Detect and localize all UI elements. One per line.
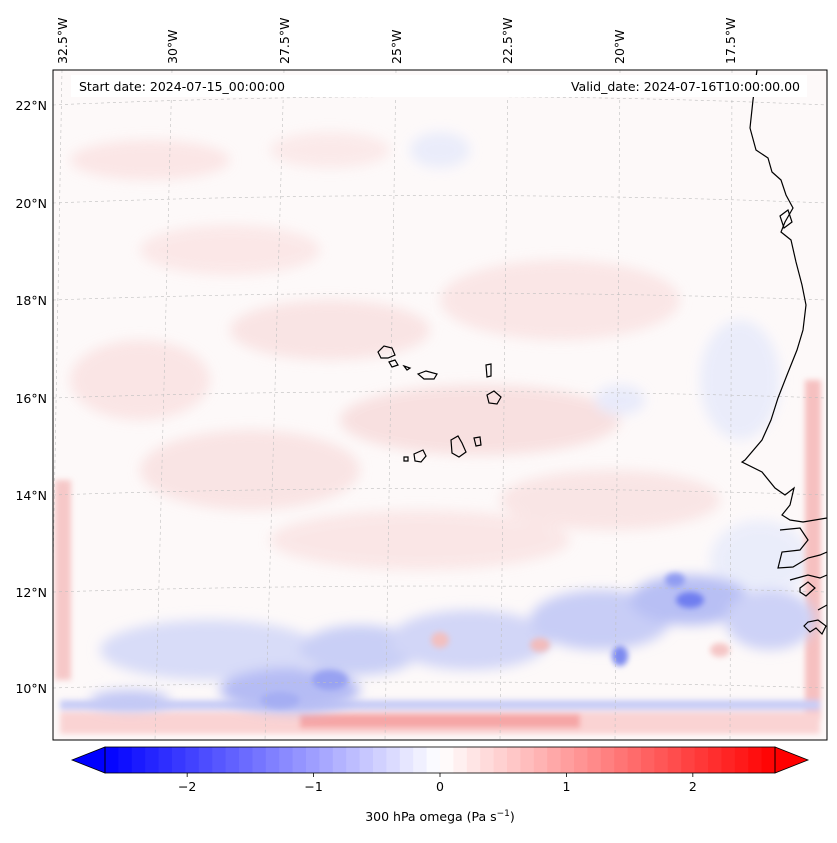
colorbar-tick-label: 2 [689,779,697,794]
colorbar-cell [172,747,186,773]
colorbar-cell [600,747,615,773]
colorbar-cell [694,747,709,773]
start-date-label: Start date: 2024-07-15_00:00:00 [79,79,285,94]
colorbar-cell [279,747,294,773]
colorbar-cell [158,747,173,773]
colorbar-cell [587,747,602,773]
colorbar-cell [734,747,749,773]
colorbar-cell [373,747,387,773]
colorbar-cell [708,747,722,773]
coastline [740,70,827,636]
map-panel: Start date: 2024-07-15_00:00:00 Valid_da… [52,69,828,741]
colorbar-label-main: 300 hPa omega (Pa s [365,809,496,824]
lon-label: 25°W [389,29,404,64]
colorbar-cell [131,747,146,773]
colorbar-label: 300 hPa omega (Pa s−1) [365,809,515,824]
colorbar-tick-label: −1 [304,779,322,794]
colorbar-cell [239,747,253,773]
colorbar-tick-label: 1 [562,779,570,794]
cape-verde-islands [377,345,502,463]
colorbar-cell [748,747,763,773]
colorbar-cell [426,747,441,773]
lon-label: 20°W [612,29,627,64]
colorbar-cell [641,747,655,773]
colorbar-cell [118,747,133,773]
colorbar-cell [667,747,682,773]
colorbar: −2 −1 0 1 2 300 hPa omega (Pa s−1) [70,746,810,824]
colorbar-cell [212,747,227,773]
lat-label: 18°N [15,293,47,308]
colorbar-cell [413,747,428,773]
colorbar-cell [145,747,160,773]
colorbar-cell [453,747,468,773]
lat-label: 20°N [15,196,47,211]
colorbar-cell [466,747,481,773]
colorbar-cell [306,747,320,773]
lat-label: 22°N [15,98,47,113]
lon-label: 32.5°W [55,18,70,64]
latitude-labels: 22°N 20°N 18°N 16°N 14°N 12°N 10°N [15,98,47,696]
map-frame [52,69,828,741]
omega-field [55,132,821,734]
colorbar-cell [185,747,200,773]
colorbar-cell [265,747,280,773]
colorbar-cell [614,747,629,773]
colorbar-cell [533,747,548,773]
lon-label: 17.5°W [723,18,738,64]
colorbar-cell [225,747,240,773]
colorbar-cell [198,747,213,773]
colorbar-cell [627,747,642,773]
colorbar-tick-label: 0 [436,779,444,794]
colorbar-cell [386,747,401,773]
lon-label: 22.5°W [500,18,515,64]
colorbar-cell [346,747,361,773]
colorbar-cell [440,747,454,773]
colorbar-cell [761,747,776,773]
colorbar-cell [507,747,521,773]
lat-label: 14°N [15,488,47,503]
colorbar-ticks: −2 −1 0 1 2 [178,773,697,794]
lat-label: 10°N [15,681,47,696]
colorbar-cell [721,747,736,773]
colorbar-cell [493,747,508,773]
colorbar-cell [332,747,347,773]
colorbar-cell [654,747,669,773]
colorbar-cell [292,747,307,773]
colorbar-label-exp: −1 [497,809,510,819]
longitude-labels: 32.5°W 30°W 27.5°W 25°W 22.5°W 20°W 17.5… [55,18,738,64]
colorbar-cell [252,747,267,773]
colorbar-label-end: ) [510,809,515,824]
colorbar-cell [319,747,334,773]
lon-label: 27.5°W [277,18,292,64]
colorbar-cell [399,747,414,773]
graticule [53,70,827,740]
lat-label: 16°N [15,391,47,406]
colorbar-cell [105,747,119,773]
valid-date-label: Valid_date: 2024-07-16T10:00:00.00 [571,79,800,94]
colorbar-cells [105,747,776,773]
colorbar-cell [560,747,575,773]
colorbar-cell [359,747,374,773]
colorbar-extend-low [70,746,106,774]
colorbar-cell [520,747,535,773]
lon-label: 30°W [165,29,180,64]
colorbar-cell [574,747,588,773]
colorbar-cell [480,747,495,773]
date-box [71,75,807,97]
colorbar-cell [547,747,562,773]
colorbar-extend-high [774,746,810,774]
colorbar-cell [681,747,696,773]
colorbar-tick-label: −2 [178,779,196,794]
lat-label: 12°N [15,585,47,600]
